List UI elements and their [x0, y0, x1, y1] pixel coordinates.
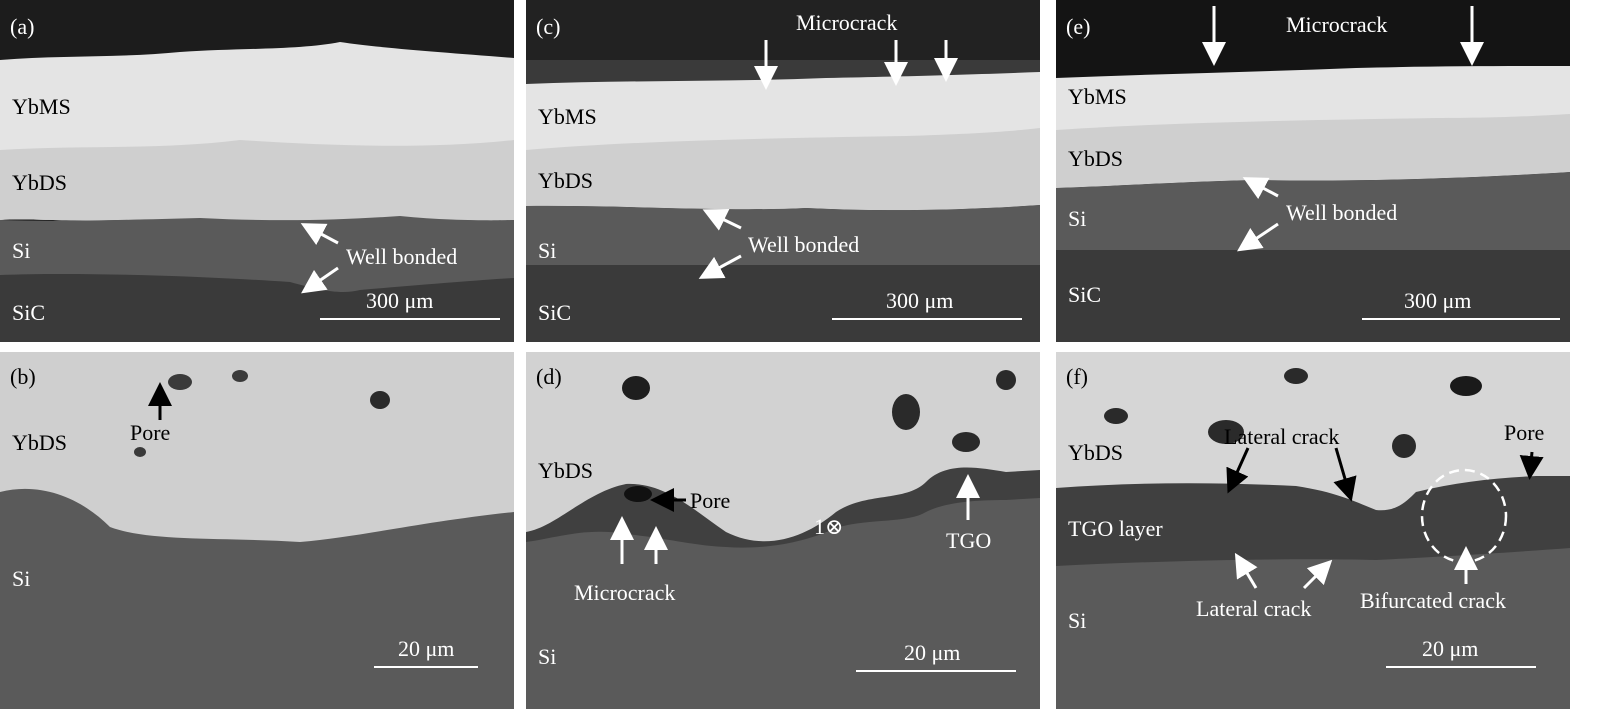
panel-d: (d) YbDS Si Pore Microcrack 1⊗ TGO 20 μm: [526, 352, 1040, 709]
arrows-b: [148, 382, 172, 420]
arrows-f: [1226, 447, 1544, 590]
arrow-icon: [1333, 447, 1357, 502]
scale-bar-label: 20 μm: [1422, 636, 1479, 661]
arrows-a: [300, 223, 339, 294]
annotation-bifurcated-crack: Bifurcated crack: [1360, 588, 1506, 613]
layer-label-ybds: YbDS: [538, 458, 594, 483]
arrow-icon: [1302, 559, 1333, 590]
layer-label-ybms: YbMS: [1068, 84, 1127, 109]
panel-b: (b) YbDS Si Pore 20 μm: [0, 352, 514, 709]
scale-bar: [374, 666, 478, 668]
panel-e: (e) Microcrack YbMS YbDS Si SiC Well bon…: [1056, 0, 1570, 342]
annotation-well-bonded: Well bonded: [1286, 200, 1398, 225]
layer-label-si: Si: [12, 566, 31, 591]
panel-tag: (f): [1066, 364, 1088, 389]
arrow-icon: [300, 223, 339, 246]
panel-f: (f) YbDS TGO layer Si Lateral crack Pore…: [1056, 352, 1570, 709]
scale-bar-label: 20 μm: [398, 636, 455, 661]
layer-label-ybds: YbDS: [12, 170, 68, 195]
layer-label-sic: SiC: [1068, 282, 1102, 307]
layer-label-ybds: YbDS: [1068, 440, 1124, 465]
micrograph-a: [0, 0, 514, 342]
arrows-d: [610, 474, 980, 564]
panel-tag: (d): [536, 364, 562, 389]
scale-bar: [832, 318, 1022, 320]
scale-bar: [856, 670, 1016, 672]
annotation-pore: Pore: [1504, 420, 1545, 445]
layer-label-si: Si: [538, 644, 557, 669]
arrow-icon: [698, 254, 742, 279]
micrograph-f: [1056, 352, 1570, 709]
arrows-e: [1202, 6, 1484, 252]
annotation-lateral-crack-bottom: Lateral crack: [1196, 596, 1312, 621]
annotation-point-1: 1⊗: [814, 514, 844, 539]
annotation-microcrack: Microcrack: [796, 10, 898, 35]
layer-label-ybds: YbDS: [12, 430, 68, 455]
scale-bar: [1386, 666, 1536, 668]
layer-label-si: Si: [12, 238, 31, 263]
micrograph-c: [526, 0, 1040, 342]
layer-label-si: Si: [1068, 206, 1087, 231]
scale-bar: [1362, 318, 1560, 320]
annotation-lateral-crack-top: Lateral crack: [1224, 424, 1340, 449]
annotation-microcrack: Microcrack: [1286, 12, 1388, 37]
arrow-icon: [1234, 552, 1258, 589]
panel-c: (c) Microcrack YbMS YbDS Si SiC Well bon…: [526, 0, 1040, 342]
micrograph-d: [526, 352, 1040, 709]
panel-tag: (e): [1066, 14, 1091, 39]
layer-label-ybms: YbMS: [538, 104, 597, 129]
annotation-pore: Pore: [690, 488, 731, 513]
panel-tag: (a): [10, 14, 35, 39]
annotation-well-bonded: Well bonded: [748, 232, 860, 257]
panel-tag: (b): [10, 364, 36, 389]
arrow-icon: [301, 266, 339, 294]
scale-bar-label: 300 μm: [366, 288, 434, 313]
annotation-well-bonded: Well bonded: [346, 244, 458, 269]
layer-label-ybds: YbDS: [538, 168, 594, 193]
scale-bar-label: 300 μm: [1404, 288, 1472, 313]
annotation-tgo: TGO: [946, 528, 992, 553]
arrow-icon: [702, 209, 742, 231]
micrograph-e: [1056, 0, 1570, 342]
layer-label-ybms: YbMS: [12, 94, 71, 119]
layer-label-tgo: TGO layer: [1068, 516, 1163, 541]
micrograph-b: [0, 352, 514, 709]
scale-bar-label: 300 μm: [886, 288, 954, 313]
arrows-c: [698, 40, 958, 279]
annotation-pore: Pore: [130, 420, 171, 445]
layer-label-sic: SiC: [12, 300, 46, 325]
layer-label-si: Si: [538, 238, 557, 263]
bifurcated-crack-circle-icon: [1420, 468, 1508, 564]
annotation-microcrack: Microcrack: [574, 580, 676, 605]
arrow-icon: [1242, 177, 1279, 200]
arrow-icon: [1519, 451, 1544, 480]
layer-label-ybds: YbDS: [1068, 146, 1124, 171]
layer-label-si: Si: [1068, 608, 1087, 633]
scale-bar-label: 20 μm: [904, 640, 961, 665]
arrow-icon: [1237, 222, 1279, 252]
scale-bar: [320, 318, 500, 320]
arrow-icon: [1226, 447, 1250, 494]
layer-label-sic: SiC: [538, 300, 572, 325]
panel-a: (a) YbMS YbDS Si SiC Well bonded 300 μm: [0, 0, 514, 342]
panel-tag: (c): [536, 14, 561, 39]
